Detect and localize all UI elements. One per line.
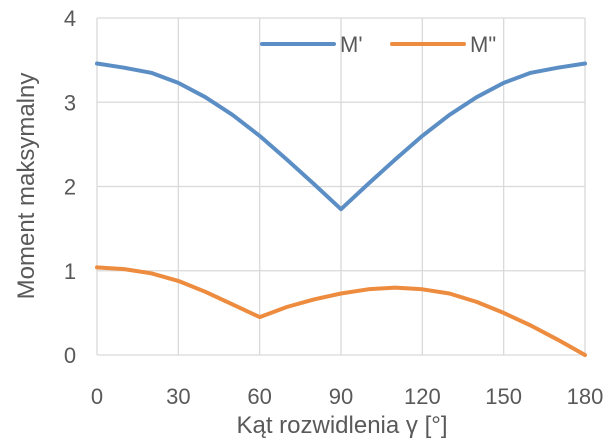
- y-tick-label: 0: [64, 343, 76, 368]
- x-axis-ticks: 0 30 60 90 120 150 180: [91, 384, 603, 409]
- y-tick-label: 4: [64, 6, 76, 31]
- x-tick-label: 0: [91, 384, 103, 409]
- series-lines: [95, 61, 587, 357]
- legend-label: M': [340, 32, 363, 57]
- x-tick-label: 150: [485, 384, 522, 409]
- x-tick-label: 90: [329, 384, 353, 409]
- legend-label: M": [470, 32, 496, 57]
- legend: M' M": [260, 32, 496, 57]
- y-axis-ticks: 0 1 2 3 4: [64, 6, 76, 368]
- x-tick-label: 120: [404, 384, 441, 409]
- grid-lines: [96, 17, 586, 356]
- x-tick-label: 30: [166, 384, 190, 409]
- series-line-2: [95, 265, 587, 357]
- x-axis-title: Kąt rozwidlenia γ [°]: [236, 412, 447, 439]
- series-line-1: [95, 61, 587, 212]
- y-axis-title: Moment maksymalny: [13, 73, 40, 300]
- x-tick-label: 180: [567, 384, 604, 409]
- y-tick-label: 2: [64, 175, 76, 200]
- y-tick-label: 1: [64, 259, 76, 284]
- x-tick-label: 60: [247, 384, 271, 409]
- y-tick-label: 3: [64, 90, 76, 115]
